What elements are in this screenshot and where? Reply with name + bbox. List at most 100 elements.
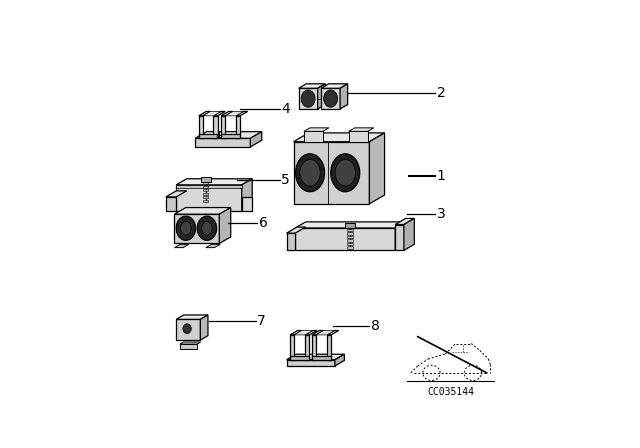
Text: 2: 2 [436, 86, 445, 100]
Polygon shape [203, 193, 209, 195]
Text: 1: 1 [436, 169, 445, 183]
Polygon shape [220, 207, 231, 244]
Polygon shape [183, 324, 191, 333]
Polygon shape [369, 133, 385, 204]
Polygon shape [203, 200, 209, 202]
Polygon shape [347, 246, 353, 249]
Polygon shape [301, 90, 315, 107]
Polygon shape [166, 191, 187, 197]
Polygon shape [203, 196, 209, 198]
Polygon shape [195, 132, 262, 138]
Polygon shape [198, 112, 211, 116]
Polygon shape [327, 335, 331, 360]
Polygon shape [250, 132, 262, 147]
Polygon shape [335, 159, 355, 186]
Polygon shape [175, 207, 231, 214]
Polygon shape [175, 214, 220, 244]
Polygon shape [290, 356, 309, 360]
Polygon shape [180, 342, 201, 344]
Polygon shape [198, 134, 218, 138]
Polygon shape [176, 179, 252, 185]
Polygon shape [242, 197, 252, 211]
Polygon shape [176, 185, 242, 188]
Polygon shape [321, 88, 340, 109]
Polygon shape [347, 236, 353, 238]
Polygon shape [305, 335, 309, 360]
Polygon shape [287, 227, 306, 233]
Polygon shape [203, 182, 209, 185]
Polygon shape [312, 356, 331, 360]
Text: 6: 6 [259, 216, 268, 230]
Polygon shape [321, 84, 348, 88]
Polygon shape [317, 84, 325, 109]
Polygon shape [221, 112, 233, 116]
Polygon shape [396, 224, 404, 250]
Polygon shape [176, 185, 242, 211]
Polygon shape [299, 88, 317, 109]
Polygon shape [236, 116, 240, 138]
Polygon shape [327, 331, 339, 335]
Text: 4: 4 [282, 102, 290, 116]
Polygon shape [203, 186, 209, 188]
Polygon shape [176, 216, 196, 240]
Text: 7: 7 [257, 314, 266, 328]
Polygon shape [236, 112, 248, 116]
Polygon shape [198, 116, 203, 138]
Polygon shape [304, 128, 329, 131]
Text: 8: 8 [371, 319, 380, 333]
Polygon shape [290, 331, 302, 335]
Polygon shape [312, 335, 316, 360]
Polygon shape [335, 354, 344, 366]
Polygon shape [180, 221, 191, 235]
Polygon shape [176, 315, 208, 319]
Polygon shape [200, 315, 208, 340]
Polygon shape [345, 223, 355, 228]
Polygon shape [202, 221, 212, 235]
Polygon shape [295, 228, 396, 250]
Polygon shape [324, 90, 337, 107]
Polygon shape [197, 216, 216, 240]
Polygon shape [221, 116, 225, 138]
Polygon shape [290, 335, 294, 360]
Polygon shape [294, 142, 369, 204]
Polygon shape [396, 219, 414, 224]
Polygon shape [304, 131, 323, 142]
Polygon shape [294, 133, 385, 142]
Text: 5: 5 [282, 172, 290, 187]
Polygon shape [294, 331, 313, 335]
Polygon shape [214, 116, 218, 138]
Polygon shape [296, 154, 324, 192]
Polygon shape [349, 131, 367, 142]
Polygon shape [287, 360, 335, 366]
Polygon shape [347, 239, 353, 242]
Polygon shape [203, 112, 221, 116]
Polygon shape [295, 222, 406, 228]
Polygon shape [404, 219, 414, 250]
Polygon shape [201, 177, 211, 181]
Polygon shape [287, 354, 344, 360]
Polygon shape [195, 138, 250, 147]
Polygon shape [312, 331, 323, 335]
Text: 3: 3 [436, 207, 445, 221]
Polygon shape [287, 233, 295, 250]
Polygon shape [347, 233, 353, 235]
Polygon shape [340, 84, 348, 109]
Polygon shape [331, 154, 360, 192]
Polygon shape [347, 229, 353, 232]
Polygon shape [176, 319, 200, 340]
Polygon shape [225, 112, 243, 116]
Polygon shape [305, 331, 317, 335]
Polygon shape [242, 179, 252, 211]
Polygon shape [166, 197, 176, 211]
Polygon shape [349, 128, 374, 131]
Polygon shape [316, 331, 335, 335]
Polygon shape [347, 243, 353, 245]
Polygon shape [221, 134, 240, 138]
Polygon shape [396, 222, 406, 250]
Polygon shape [214, 112, 225, 116]
Polygon shape [299, 84, 325, 88]
Text: CC035144: CC035144 [427, 387, 474, 396]
Polygon shape [300, 159, 320, 186]
Polygon shape [180, 344, 197, 349]
Polygon shape [203, 189, 209, 191]
